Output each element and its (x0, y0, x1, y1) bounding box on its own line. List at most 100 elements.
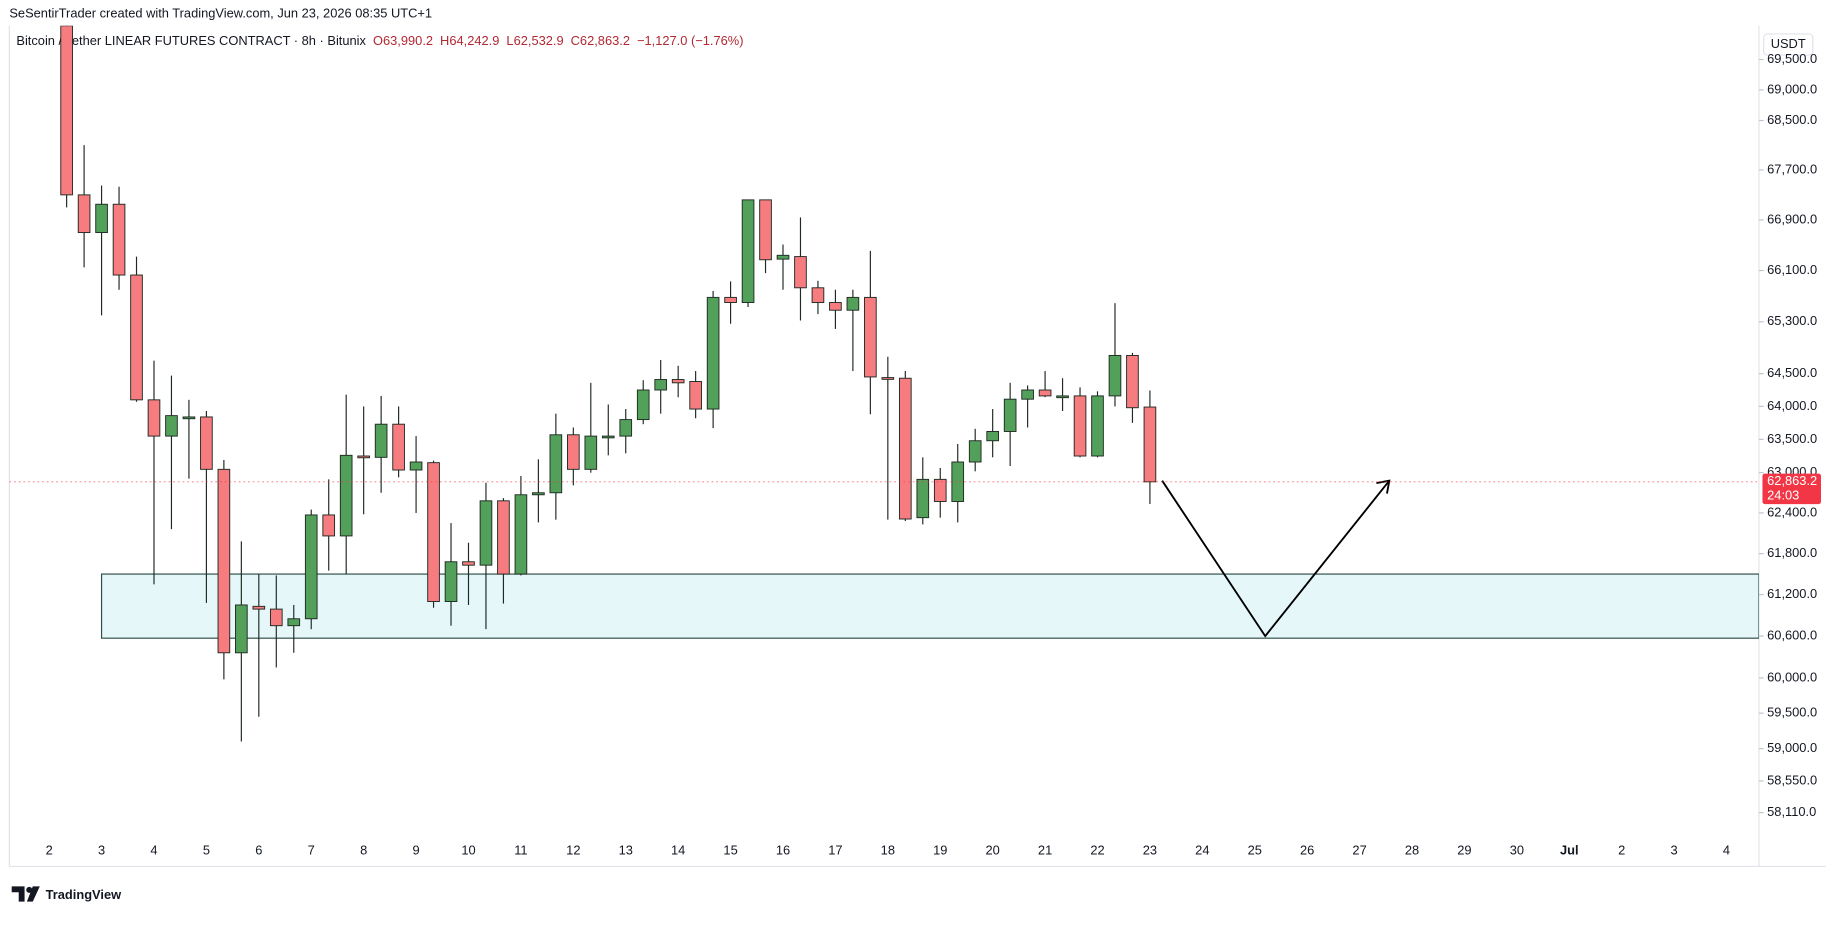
x-tick-label: 10 (461, 843, 475, 858)
candle-body (514, 494, 528, 575)
candle-body (898, 377, 912, 520)
candle-body (601, 435, 615, 439)
plot (60, 25, 1759, 742)
logo-text: TradingView (46, 887, 122, 902)
x-tick-label: 21 (1038, 843, 1052, 858)
y-tick-label: 64,500.0 (1767, 365, 1817, 380)
candle-body (339, 454, 353, 537)
x-tick-label: 29 (1457, 843, 1471, 858)
x-tick-label: 7 (308, 843, 315, 858)
y-tick-label: 59,000.0 (1767, 740, 1817, 755)
candle-body (881, 377, 895, 380)
projection-arrowhead (1376, 479, 1391, 494)
candle-body (567, 434, 580, 470)
y-tick-label: 60,600.0 (1767, 627, 1817, 642)
x-tick-label: 30 (1510, 843, 1524, 858)
y-tick-label: 61,800.0 (1767, 545, 1817, 560)
candle-body (951, 461, 965, 502)
candle-body (235, 604, 248, 654)
x-tick-label: Jul (1560, 843, 1579, 858)
x-tick-label: 26 (1300, 843, 1314, 858)
y-tick-label: 68,500.0 (1767, 112, 1817, 127)
candle-body (933, 478, 947, 502)
legend-open: O63,990.2 (373, 34, 433, 49)
x-tick-label: 6 (255, 843, 262, 858)
candle-body (147, 399, 161, 437)
candle-body (776, 254, 790, 260)
x-tick-label: 14 (671, 843, 685, 858)
candle-body (619, 419, 633, 437)
candle-body (584, 435, 598, 470)
legend-close: C62,863.2 (571, 34, 630, 49)
candle-body (532, 492, 545, 496)
candle-body (200, 416, 213, 470)
y-tick-label: 63,500.0 (1767, 431, 1817, 446)
candle-body (1021, 389, 1034, 400)
x-tick-label: 19 (933, 843, 947, 858)
candle-body (357, 455, 370, 459)
x-tick-label: 9 (412, 843, 419, 858)
candle-body (706, 296, 720, 410)
candle-body (322, 514, 336, 537)
candle-body (269, 608, 283, 627)
y-tick-label: 62,400.0 (1767, 504, 1817, 519)
x-tick-label: 23 (1143, 843, 1157, 858)
candle-body (1038, 389, 1052, 397)
candle-body (724, 296, 737, 303)
y-tick-label: 67,700.0 (1767, 161, 1817, 176)
x-tick-label: 17 (828, 843, 842, 858)
last-price-label: 62,863.2 (1767, 473, 1817, 488)
legend-change: −1,127.0 (−1.76%) (637, 34, 744, 49)
candle-body (462, 561, 475, 566)
candle-body (1056, 395, 1069, 399)
candle-body (182, 416, 196, 420)
candle-body (252, 605, 266, 610)
candle-body (1091, 395, 1104, 457)
candle-body (986, 431, 999, 442)
legend-low: L62,532.9 (506, 34, 563, 49)
candle-body (968, 440, 982, 463)
candle-body (427, 462, 440, 602)
x-tick-label: 20 (986, 843, 1000, 858)
candle-body (95, 203, 108, 234)
y-tick-label: 66,900.0 (1767, 211, 1817, 226)
projection-path (1161, 480, 1391, 638)
y-tick-label: 60,000.0 (1767, 669, 1817, 684)
x-tick-label: 12 (566, 843, 580, 858)
candle-body (444, 561, 458, 602)
x-tick-label: 28 (1405, 843, 1419, 858)
candle-body (409, 461, 423, 471)
x-tick-label: 3 (98, 843, 105, 858)
candle-body (794, 256, 807, 289)
x-tick-label: 15 (723, 843, 737, 858)
y-tick-label: 64,000.0 (1767, 398, 1817, 413)
candle-body (636, 389, 650, 421)
y-tick-label: 66,100.0 (1767, 262, 1817, 277)
x-tick-label: 13 (619, 843, 633, 858)
candle-body (671, 379, 685, 384)
candle-body (287, 618, 301, 627)
y-tick-label: 58,110.0 (1767, 804, 1816, 819)
x-tick-label: 4 (1723, 843, 1730, 858)
last-price-box (1762, 473, 1821, 505)
x-tick-label: 22 (1090, 843, 1104, 858)
candle-body (1108, 354, 1122, 397)
candle-body (392, 423, 405, 471)
candle-body (689, 381, 702, 410)
candle-body (1143, 406, 1157, 483)
x-tick-label: 25 (1248, 843, 1262, 858)
candle-body (130, 274, 143, 401)
x-tick-label: 27 (1352, 843, 1366, 858)
candle-body (217, 468, 231, 654)
candle-body (1073, 395, 1087, 457)
currency: USDT (1771, 36, 1806, 51)
candle-body (829, 302, 842, 311)
legend: Bitcoin / Tether LINEAR FUTURES CONTRACT… (16, 34, 743, 49)
legend-high: H64,242.9 (440, 34, 499, 49)
countdown-label: 24:03 (1767, 487, 1799, 502)
x-tick-label: 16 (776, 843, 790, 858)
candle-body (864, 296, 877, 378)
